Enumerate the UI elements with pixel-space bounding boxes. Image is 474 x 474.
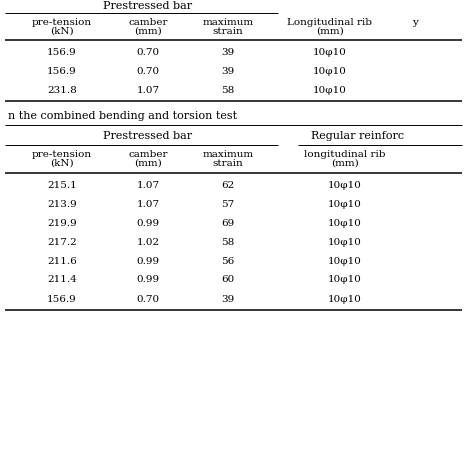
Text: 0.70: 0.70 [137,294,160,303]
Text: 1.02: 1.02 [137,237,160,246]
Text: 57: 57 [221,200,235,209]
Text: 231.8: 231.8 [47,85,77,94]
Text: 10φ10: 10φ10 [328,237,362,246]
Text: 156.9: 156.9 [47,47,77,56]
Text: Longitudinal rib: Longitudinal rib [288,18,373,27]
Text: 215.1: 215.1 [47,181,77,190]
Text: 211.4: 211.4 [47,275,77,284]
Text: 0.99: 0.99 [137,256,160,265]
Text: longitudinal rib: longitudinal rib [304,149,386,158]
Text: 62: 62 [221,181,235,190]
Text: 39: 39 [221,47,235,56]
Text: 156.9: 156.9 [47,66,77,75]
Text: pre-tension: pre-tension [32,149,92,158]
Text: 211.6: 211.6 [47,256,77,265]
Text: maximum: maximum [202,149,254,158]
Text: 10φ10: 10φ10 [328,200,362,209]
Text: 10φ10: 10φ10 [328,275,362,284]
Text: (mm): (mm) [134,158,162,167]
Text: 10φ10: 10φ10 [328,294,362,303]
Text: n the combined bending and torsion test: n the combined bending and torsion test [8,111,237,121]
Text: (mm): (mm) [316,27,344,36]
Text: 10φ10: 10φ10 [328,181,362,190]
Text: 10φ10: 10φ10 [328,219,362,228]
Text: strain: strain [213,158,243,167]
Text: 1.07: 1.07 [137,200,160,209]
Text: 10φ10: 10φ10 [313,47,347,56]
Text: strain: strain [213,27,243,36]
Text: 1.07: 1.07 [137,181,160,190]
Text: (mm): (mm) [134,27,162,36]
Text: 39: 39 [221,66,235,75]
Text: 60: 60 [221,275,235,284]
Text: (mm): (mm) [331,158,359,167]
Text: 213.9: 213.9 [47,200,77,209]
Text: pre-tension: pre-tension [32,18,92,27]
Text: 56: 56 [221,256,235,265]
Text: (kN): (kN) [50,158,74,167]
Text: 219.9: 219.9 [47,219,77,228]
Text: (kN): (kN) [50,27,74,36]
Text: 0.99: 0.99 [137,219,160,228]
Text: 0.70: 0.70 [137,66,160,75]
Text: 39: 39 [221,294,235,303]
Text: 69: 69 [221,219,235,228]
Text: 10φ10: 10φ10 [328,256,362,265]
Text: Prestressed bar: Prestressed bar [103,131,192,141]
Text: 10φ10: 10φ10 [313,85,347,94]
Text: 156.9: 156.9 [47,294,77,303]
Text: camber: camber [128,149,168,158]
Text: Regular reinforc: Regular reinforc [311,131,405,141]
Text: maximum: maximum [202,18,254,27]
Text: Prestressed bar: Prestressed bar [103,1,192,11]
Text: 58: 58 [221,237,235,246]
Text: camber: camber [128,18,168,27]
Text: 1.07: 1.07 [137,85,160,94]
Text: 58: 58 [221,85,235,94]
Text: 0.99: 0.99 [137,275,160,284]
Text: 217.2: 217.2 [47,237,77,246]
Text: 0.70: 0.70 [137,47,160,56]
Text: y: y [412,18,418,27]
Text: 10φ10: 10φ10 [313,66,347,75]
